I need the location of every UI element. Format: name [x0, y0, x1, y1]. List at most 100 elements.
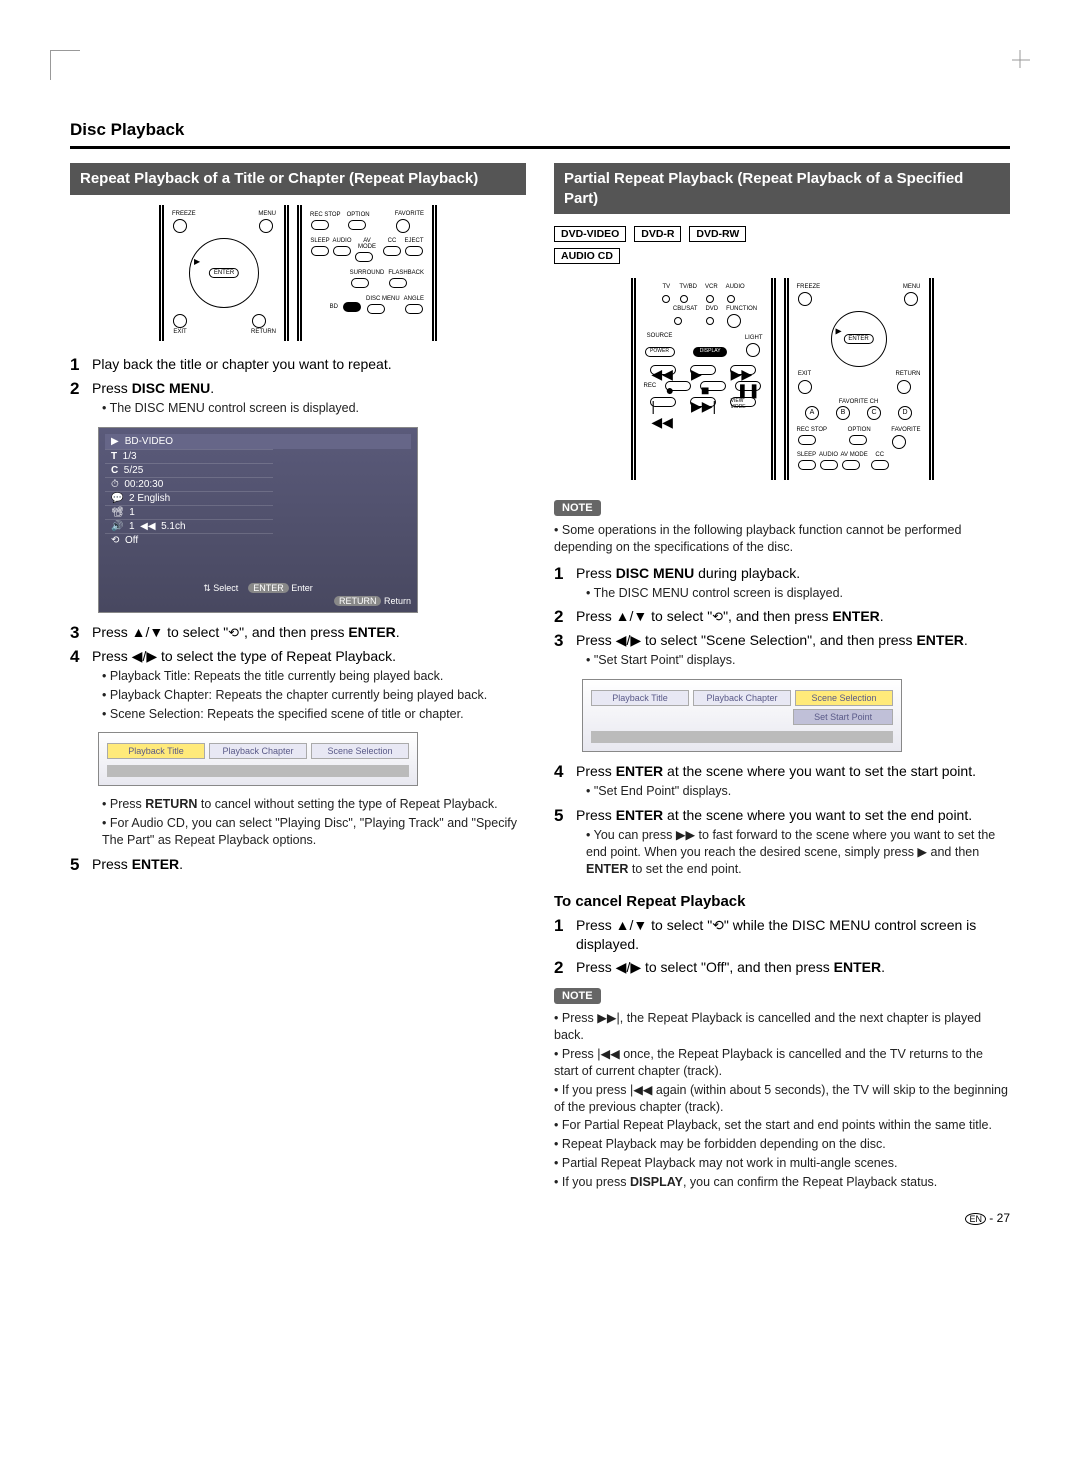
rule: [70, 146, 1010, 149]
step-text: Press ◀/▶ to select the type of Repeat P…: [92, 647, 526, 725]
label: AUDIO: [332, 238, 352, 244]
step-number: 1: [70, 355, 92, 375]
label: VCR: [705, 284, 718, 290]
badge: DVD-R: [634, 226, 681, 242]
page-title: Disc Playback: [70, 120, 1010, 140]
sub-bullet: Press RETURN to cancel without setting t…: [102, 796, 526, 813]
nav-ring: ENTER: [189, 238, 259, 308]
label: FAVORITE: [395, 211, 424, 217]
cancel-step-1: 1 Press ▲/▼ to select "⟲" while the DISC…: [554, 916, 1010, 954]
text: Press ◀/▶ to select the type of Repeat P…: [92, 648, 396, 664]
label: AV MODE: [354, 238, 380, 250]
note-text: Press ▶▶|, the Repeat Playback is cancel…: [554, 1010, 1010, 1044]
label: CBL/SAT: [673, 306, 698, 312]
cancel-heading: To cancel Repeat Playback: [554, 893, 1010, 910]
step-number: 5: [554, 806, 576, 880]
label: SOURCE: [644, 333, 676, 339]
step-text: Press ENTER.: [92, 855, 526, 875]
sub-bullet: "Set End Point" displays.: [586, 783, 1010, 800]
osd-footer: Return: [384, 596, 411, 606]
step-number: 3: [554, 631, 576, 671]
tab: Playback Chapter: [693, 690, 791, 706]
text-bold: ENTER: [132, 856, 179, 872]
label: OPTION: [848, 427, 871, 433]
step-1: 1 Press DISC MENU during playback. The D…: [554, 564, 1010, 604]
badge: DVD-RW: [689, 226, 746, 242]
note-text: If you press DISPLAY, you can confirm th…: [554, 1174, 1010, 1191]
label: TV/BD: [679, 284, 697, 290]
step-text: Play back the title or chapter you want …: [92, 355, 526, 375]
label: AUDIO: [819, 452, 839, 458]
remote-diagram-left: FREEZE MENU ENTER EXIT RETURN REC STOP O…: [70, 205, 526, 342]
step-number: 4: [554, 762, 576, 802]
cancel-step-2: 2 Press ◀/▶ to select "Off", and then pr…: [554, 958, 1010, 978]
label: RETURN: [896, 371, 921, 377]
step-number: 1: [554, 564, 576, 604]
note-text: Repeat Playback may be forbidden dependi…: [554, 1136, 1010, 1153]
osd-footer: Enter: [291, 583, 313, 593]
pill: RETURN: [334, 596, 382, 606]
text: Press: [92, 856, 132, 872]
badge: DVD-VIDEO: [554, 226, 626, 242]
text-bold: DISC MENU: [132, 380, 211, 396]
crop-mark: [50, 50, 80, 80]
sub-bullet: Scene Selection: Repeats the specified s…: [102, 706, 526, 723]
text: Press: [92, 380, 132, 396]
osd-row: 1: [129, 507, 135, 518]
label: FAVORITE: [891, 427, 920, 433]
label: OPTION: [347, 212, 370, 218]
enter-button: ENTER: [843, 334, 873, 344]
section-header-partial: Partial Repeat Playback (Repeat Playback…: [554, 163, 1010, 214]
step-number: 1: [554, 916, 576, 954]
text: Press ▲/▼ to select ": [92, 624, 228, 640]
label: RETURN: [251, 329, 276, 335]
label: REC STOP: [797, 427, 828, 433]
osd-row: 1/3: [123, 451, 137, 462]
note-badge: NOTE: [554, 500, 601, 516]
step-5: 5 Press ENTER at the scene where you wan…: [554, 806, 1010, 880]
text-bold: ENTER: [348, 624, 395, 640]
tab: Scene Selection: [311, 743, 409, 759]
step-text: Press ENTER at the scene where you want …: [576, 762, 1010, 802]
crop-mark: [1000, 50, 1030, 80]
display-button: DISPLAY: [693, 347, 727, 357]
badge-row: DVD-VIDEO DVD-R DVD-RW AUDIO CD: [554, 224, 1010, 268]
tab: Playback Title: [107, 743, 205, 759]
step-1: 1 Play back the title or chapter you wan…: [70, 355, 526, 375]
text: .: [179, 856, 183, 872]
tab: Playback Title: [591, 690, 689, 706]
progress-bar: [107, 765, 409, 777]
step-number: 2: [554, 958, 576, 978]
tab: Scene Selection: [795, 690, 893, 706]
pill: ENTER: [248, 583, 289, 593]
step-text: Press ▲/▼ to select "⟲", and then press …: [92, 623, 526, 643]
osd-row: 2 English: [129, 493, 170, 504]
step-3: 3 Press ◀/▶ to select "Scene Selection",…: [554, 631, 1010, 671]
sub-bullet: "Set Start Point" displays.: [586, 652, 1010, 669]
row-icon: T: [111, 451, 117, 462]
repeat-icon: ⟲: [228, 625, 239, 640]
step-text: Press ENTER at the scene where you want …: [576, 806, 1010, 880]
step-4: 4 Press ENTER at the scene where you wan…: [554, 762, 1010, 802]
sub-bullet: For Audio CD, you can select "Playing Di…: [102, 815, 526, 849]
label: CC: [382, 238, 402, 244]
right-column: Partial Repeat Playback (Repeat Playback…: [554, 163, 1010, 1225]
step-text: Press ▲/▼ to select "⟲" while the DISC M…: [576, 916, 1010, 954]
label: REC STOP: [310, 212, 341, 218]
sub-bullet: The DISC MENU control screen is displaye…: [586, 585, 1010, 602]
text: .: [210, 380, 214, 396]
label: EXIT: [797, 371, 813, 377]
label: AV MODE: [841, 452, 868, 458]
play-icon: ▶: [111, 436, 119, 447]
label: LIGHT: [745, 335, 763, 341]
step-number: 3: [70, 623, 92, 643]
step-number: 5: [70, 855, 92, 875]
note-text: For Partial Repeat Playback, set the sta…: [554, 1117, 1010, 1134]
content-columns: Repeat Playback of a Title or Chapter (R…: [70, 163, 1010, 1225]
label: AUDIO: [726, 284, 745, 290]
step-4: 4 Press ◀/▶ to select the type of Repeat…: [70, 647, 526, 725]
page-number: EN - 27: [554, 1211, 1010, 1225]
tab-selection-box: Playback Title Playback Chapter Scene Se…: [98, 732, 418, 786]
osd-row: Off: [125, 535, 138, 546]
label: DVD: [705, 306, 718, 312]
